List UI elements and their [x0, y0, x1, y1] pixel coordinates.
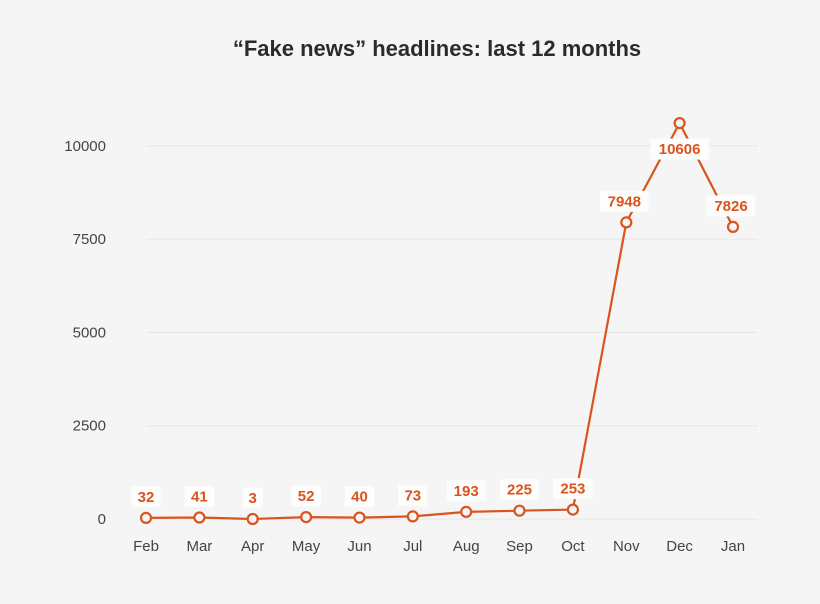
svg-text:Jun: Jun — [347, 538, 371, 555]
svg-text:Oct: Oct — [561, 538, 585, 555]
svg-text:7948: 7948 — [608, 193, 641, 210]
svg-text:32: 32 — [138, 489, 155, 506]
svg-text:40: 40 — [351, 489, 368, 506]
svg-text:Jan: Jan — [721, 538, 745, 555]
svg-text:May: May — [292, 538, 321, 555]
svg-text:7826: 7826 — [714, 198, 747, 215]
svg-text:Jul: Jul — [403, 538, 422, 555]
svg-text:10000: 10000 — [64, 138, 106, 155]
svg-text:253: 253 — [560, 481, 585, 498]
svg-text:3: 3 — [249, 490, 257, 507]
svg-text:Aug: Aug — [453, 538, 480, 555]
svg-text:Apr: Apr — [241, 538, 264, 555]
svg-text:2500: 2500 — [73, 418, 106, 435]
svg-text:Mar: Mar — [186, 538, 212, 555]
svg-text:0: 0 — [98, 511, 106, 528]
svg-text:225: 225 — [507, 482, 532, 499]
svg-text:Sep: Sep — [506, 538, 533, 555]
svg-text:41: 41 — [191, 489, 208, 506]
svg-text:Nov: Nov — [613, 538, 640, 555]
svg-text:10606: 10606 — [659, 141, 701, 158]
svg-text:Dec: Dec — [666, 538, 693, 555]
svg-text:7500: 7500 — [73, 231, 106, 248]
svg-text:193: 193 — [454, 483, 479, 500]
svg-text:5000: 5000 — [73, 324, 106, 341]
svg-text:73: 73 — [404, 487, 421, 504]
svg-text:Feb: Feb — [133, 538, 159, 555]
svg-text:52: 52 — [298, 488, 315, 505]
